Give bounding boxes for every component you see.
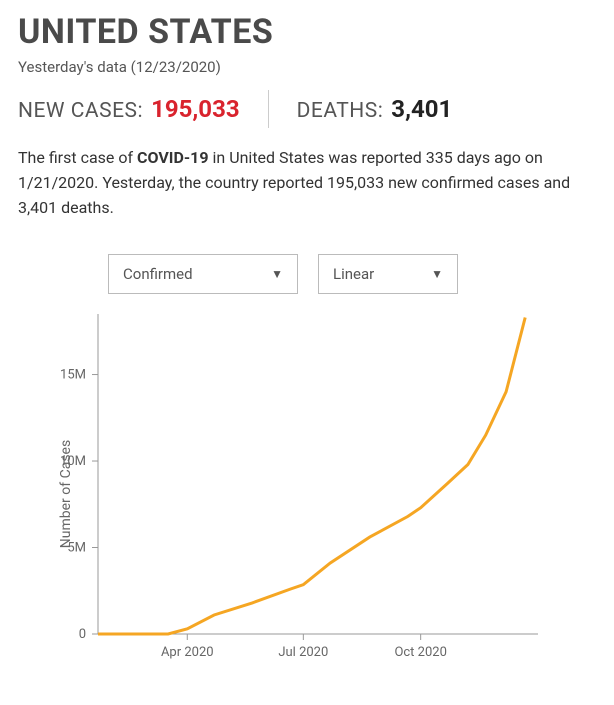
scale-dropdown-label: Linear	[333, 265, 374, 283]
chevron-down-icon: ▼	[431, 267, 443, 281]
svg-text:Apr 2020: Apr 2020	[161, 645, 214, 660]
metric-dropdown[interactable]: Confirmed ▼	[108, 254, 298, 294]
line-chart: 05M10M15MApr 2020Jul 2020Oct 2020	[18, 304, 578, 684]
y-axis-title: Number of Cases	[58, 440, 74, 548]
deaths-value: 3,401	[391, 95, 452, 123]
deaths-stat: DEATHS: 3,401	[297, 95, 453, 123]
data-date-subtitle: Yesterday's data (12/23/2020)	[18, 58, 596, 76]
new-cases-label: NEW CASES:	[18, 99, 143, 123]
summary-description: The first case of COVID-19 in United Sta…	[18, 146, 596, 220]
chart-controls: Confirmed ▼ Linear ▼	[108, 254, 596, 294]
svg-text:Oct 2020: Oct 2020	[394, 645, 446, 660]
deaths-label: DEATHS:	[297, 99, 384, 123]
desc-part-1: The first case of	[18, 148, 137, 167]
desc-bold-covid: COVID-19	[137, 148, 209, 167]
stat-divider	[268, 90, 269, 128]
stats-row: NEW CASES: 195,033 DEATHS: 3,401	[18, 90, 596, 128]
new-cases-value: 195,033	[151, 95, 240, 123]
metric-dropdown-label: Confirmed	[123, 265, 193, 283]
page-title: UNITED STATES	[18, 12, 596, 52]
chart-container: Number of Cases 05M10M15MApr 2020Jul 202…	[18, 304, 578, 684]
svg-text:15M: 15M	[60, 368, 86, 383]
svg-text:Jul 2020: Jul 2020	[278, 645, 328, 660]
chevron-down-icon: ▼	[271, 267, 283, 281]
new-cases-stat: NEW CASES: 195,033	[18, 95, 240, 123]
svg-text:0: 0	[79, 627, 86, 642]
scale-dropdown[interactable]: Linear ▼	[318, 254, 458, 294]
